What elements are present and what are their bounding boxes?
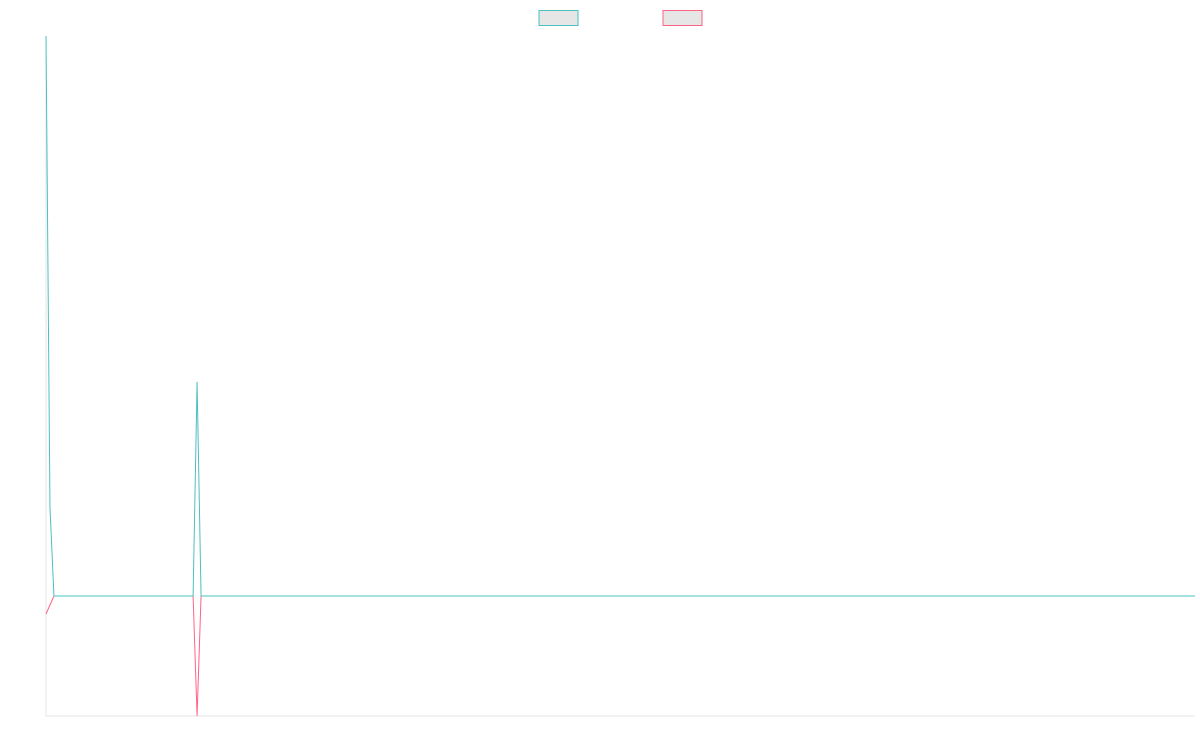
line-series [45,595,1195,717]
line-series [45,35,1195,597]
legend-swatch [538,10,579,26]
legend-swatch [662,10,703,26]
